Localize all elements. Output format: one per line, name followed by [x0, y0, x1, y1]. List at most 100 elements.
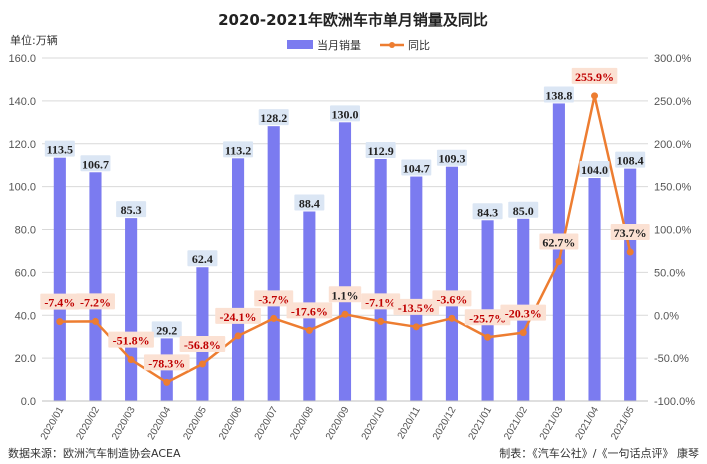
yoy-point — [127, 356, 135, 364]
bar-label-box — [44, 140, 75, 157]
bar-value-label: 128.2 — [260, 111, 287, 125]
yoy-point — [555, 257, 563, 265]
yoy-value-label: 62.7% — [542, 235, 575, 249]
yoy-point — [519, 329, 527, 337]
x-tick-label: 2020/06 — [217, 405, 245, 442]
source-note: 数据来源：欧洲汽车制造协会ACEA — [8, 446, 181, 460]
y-left-tick-label: 120.0 — [8, 139, 36, 151]
bar — [267, 126, 280, 401]
yoy-point — [91, 317, 99, 325]
bar-label-box — [330, 105, 360, 122]
bar-label-box — [365, 141, 396, 158]
bar — [89, 172, 102, 401]
y-left-tick-label: 80.0 — [15, 225, 36, 237]
bar-label-box — [187, 250, 218, 267]
bar-label-box — [401, 159, 432, 176]
y-right-tick-label: 0.0% — [654, 310, 679, 322]
bar-label-box — [543, 86, 574, 103]
yoy-point — [626, 248, 634, 256]
yoy-label-box — [539, 233, 579, 250]
bar — [53, 157, 66, 401]
bar-value-label: 112.9 — [367, 144, 393, 158]
yoy-point — [56, 318, 64, 326]
yoy-value-label: -20.3% — [505, 307, 542, 321]
y-right-tick-label: 50.0% — [654, 267, 685, 279]
bar-value-label: 62.4 — [192, 252, 213, 266]
yoy-value-label: 1.1% — [332, 288, 359, 302]
y-left-tick-label: 140.0 — [8, 96, 36, 108]
x-tick-label: 2020/11 — [396, 405, 423, 442]
x-tick-label: 2020/07 — [253, 405, 281, 442]
y-right-tick-label: 100.0% — [654, 225, 692, 237]
x-tick-label: 2020/05 — [181, 405, 209, 442]
y-left-tick-label: 100.0 — [8, 182, 36, 194]
bar-value-label: 113.2 — [225, 143, 251, 157]
bar — [338, 122, 352, 401]
yoy-value-label: 255.9% — [575, 70, 614, 84]
bar-value-label: 88.4 — [299, 196, 320, 210]
bar-value-label: 104.7 — [403, 162, 430, 176]
bar-value-label: 109.3 — [438, 152, 465, 166]
yoy-labels: -7.4% -7.2%-51.8%-78.3%-56.8%-24.1%-3.7%-… — [40, 67, 650, 371]
bar-value-label: 104.0 — [581, 163, 608, 177]
yoy-point — [270, 314, 278, 322]
x-tick-label: 2021/04 — [574, 405, 602, 442]
bar — [196, 267, 209, 401]
bar-labels: 113.5 106.7 85.3 29.2 62.4 113.2 128.2 88.4 130.… — [44, 86, 646, 338]
bar-value-label: 85.0 — [513, 204, 534, 218]
bar — [445, 166, 459, 401]
y-left-tick-label: 60.0 — [15, 267, 36, 279]
x-axis: 2020/01 2020/02 2020/03 2020/04 2020/05 2020/… — [39, 400, 648, 442]
y-right-tick-label: -100.0% — [654, 396, 695, 408]
bar-label-box — [615, 151, 646, 168]
chart-title: 2020-2021年欧洲车市单月销量及同比 — [218, 11, 488, 29]
unit-label: 单位:万辆 — [10, 33, 58, 47]
yoy-point — [448, 314, 456, 322]
bar-value-label: 85.3 — [121, 203, 142, 217]
yoy-point — [234, 332, 242, 340]
bar — [552, 103, 565, 401]
x-tick-label: 2020/03 — [110, 405, 138, 442]
x-tick-label: 2021/02 — [502, 405, 530, 442]
yoy-value-label: -56.8% — [184, 338, 221, 352]
bar — [624, 168, 637, 401]
yoy-label-box — [254, 290, 294, 307]
x-tick-label: 2020/09 — [324, 405, 352, 442]
y-left-tick-label: 160.0 — [8, 53, 36, 65]
x-tick-label: 2020/08 — [288, 405, 316, 442]
x-tick-label: 2020/12 — [431, 405, 459, 442]
yoy-label-box — [215, 307, 261, 324]
y-right-tick-label: 150.0% — [654, 182, 692, 194]
yoy-label-box — [464, 309, 511, 326]
bar — [231, 158, 245, 401]
yoy-label-box — [143, 354, 190, 371]
bar — [374, 158, 387, 401]
yoy-value-label: -51.8% — [113, 334, 150, 348]
yoy-label-box — [432, 290, 472, 307]
yoy-point — [198, 360, 206, 368]
bar-label-box — [223, 141, 254, 158]
bar-label-box — [116, 201, 147, 218]
x-tick-label: 2020/10 — [360, 405, 388, 442]
bar-label-box — [80, 155, 111, 172]
bar-value-label: 106.7 — [82, 157, 109, 171]
bar-value-label: 138.8 — [545, 88, 572, 102]
legend-line-label: 同比 — [408, 39, 430, 52]
bar-value-label: 29.2 — [156, 323, 177, 337]
yoy-value-label: -3.6% — [436, 292, 467, 306]
yoy-point — [341, 310, 349, 318]
yoy-value-label: -17.6% — [291, 304, 328, 318]
y-right-tick-label: -50.0% — [654, 353, 689, 365]
legend-line-marker — [389, 42, 395, 48]
credit-note: 制表：《汽车公社》/《一句话点评》 康琴 — [499, 446, 699, 460]
bar — [125, 218, 138, 401]
yoy-value-label: -7.4% — [44, 296, 75, 310]
x-tick-label: 2020/04 — [146, 405, 174, 442]
y-left-tick-label: 20.0 — [15, 353, 36, 365]
yoy-label-box — [179, 335, 226, 352]
yoy-point — [163, 378, 171, 386]
x-tick-label: 2021/03 — [538, 405, 566, 442]
y-right-tick-label: 200.0% — [654, 139, 692, 151]
bar-label-box — [151, 321, 182, 338]
y-left-tick-label: 40.0 — [15, 310, 36, 322]
